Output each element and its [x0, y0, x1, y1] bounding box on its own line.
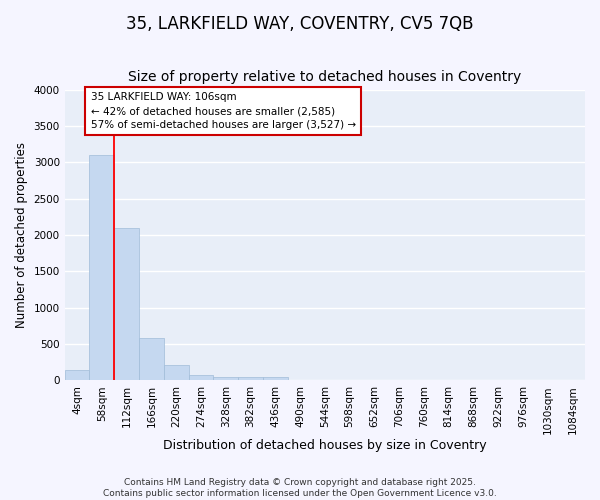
Bar: [164, 365, 188, 380]
Bar: [188, 374, 214, 380]
Y-axis label: Number of detached properties: Number of detached properties: [15, 142, 28, 328]
Bar: [89, 155, 114, 380]
Bar: [65, 370, 89, 380]
Text: Contains HM Land Registry data © Crown copyright and database right 2025.
Contai: Contains HM Land Registry data © Crown c…: [103, 478, 497, 498]
X-axis label: Distribution of detached houses by size in Coventry: Distribution of detached houses by size …: [163, 440, 487, 452]
Text: 35, LARKFIELD WAY, COVENTRY, CV5 7QB: 35, LARKFIELD WAY, COVENTRY, CV5 7QB: [126, 15, 474, 33]
Bar: [139, 338, 164, 380]
Bar: [114, 228, 139, 380]
Bar: [214, 377, 238, 380]
Text: 35 LARKFIELD WAY: 106sqm
← 42% of detached houses are smaller (2,585)
57% of sem: 35 LARKFIELD WAY: 106sqm ← 42% of detach…: [91, 92, 356, 130]
Title: Size of property relative to detached houses in Coventry: Size of property relative to detached ho…: [128, 70, 521, 85]
Bar: [238, 378, 263, 380]
Bar: [263, 378, 287, 380]
